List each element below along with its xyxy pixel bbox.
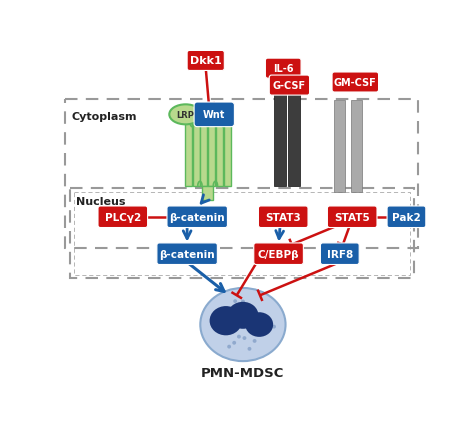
FancyBboxPatch shape <box>332 73 379 93</box>
Text: Cytoplasm: Cytoplasm <box>72 112 137 122</box>
Circle shape <box>251 316 255 320</box>
Text: STAT3: STAT3 <box>265 212 301 222</box>
Circle shape <box>222 320 226 324</box>
Ellipse shape <box>210 306 242 335</box>
Text: STAT5: STAT5 <box>334 212 370 222</box>
FancyBboxPatch shape <box>157 243 218 265</box>
Ellipse shape <box>228 302 258 329</box>
Circle shape <box>246 311 250 315</box>
FancyBboxPatch shape <box>187 51 224 71</box>
FancyBboxPatch shape <box>98 207 147 228</box>
Text: IRF8: IRF8 <box>327 249 353 259</box>
FancyBboxPatch shape <box>258 207 308 228</box>
Bar <box>288 87 300 187</box>
Text: G-CSF: G-CSF <box>273 81 306 91</box>
FancyBboxPatch shape <box>269 76 310 96</box>
FancyBboxPatch shape <box>320 243 359 265</box>
Text: β-catenin: β-catenin <box>169 212 225 222</box>
Text: C/EBPβ: C/EBPβ <box>258 249 300 259</box>
Circle shape <box>247 347 251 351</box>
Bar <box>202 187 213 201</box>
Text: Pak2: Pak2 <box>392 212 421 222</box>
Text: β-catenin: β-catenin <box>159 249 215 259</box>
Circle shape <box>243 336 246 340</box>
FancyBboxPatch shape <box>194 103 235 127</box>
Circle shape <box>223 326 228 329</box>
Ellipse shape <box>201 288 285 361</box>
Bar <box>351 101 362 193</box>
Bar <box>224 123 230 187</box>
Circle shape <box>238 315 242 319</box>
Text: PLCγ2: PLCγ2 <box>105 212 141 222</box>
FancyBboxPatch shape <box>254 243 303 265</box>
FancyBboxPatch shape <box>387 207 426 228</box>
Bar <box>216 123 223 187</box>
Bar <box>192 123 200 187</box>
Circle shape <box>253 339 256 343</box>
Bar <box>274 87 286 187</box>
Text: Wnt: Wnt <box>203 110 226 120</box>
Text: PMN-MDSC: PMN-MDSC <box>201 366 284 379</box>
Bar <box>201 123 207 187</box>
Circle shape <box>272 325 276 329</box>
Circle shape <box>232 341 236 345</box>
FancyBboxPatch shape <box>265 59 301 79</box>
Bar <box>208 123 215 187</box>
Circle shape <box>222 322 226 326</box>
Circle shape <box>233 322 237 326</box>
Text: GM-CSF: GM-CSF <box>334 78 377 88</box>
Ellipse shape <box>169 105 202 125</box>
Ellipse shape <box>245 312 273 337</box>
FancyBboxPatch shape <box>328 207 377 228</box>
Text: Dkk1: Dkk1 <box>190 56 222 66</box>
Bar <box>74 193 410 275</box>
Circle shape <box>233 299 237 303</box>
Bar <box>185 123 192 187</box>
Circle shape <box>241 300 245 304</box>
Bar <box>65 100 418 248</box>
Bar <box>70 189 414 279</box>
Text: IL-6: IL-6 <box>273 64 293 74</box>
Text: Nucleus: Nucleus <box>76 196 126 206</box>
FancyBboxPatch shape <box>167 207 228 228</box>
Circle shape <box>226 323 230 327</box>
Circle shape <box>258 313 262 317</box>
Circle shape <box>227 345 231 349</box>
Text: LRP: LRP <box>177 111 194 119</box>
Circle shape <box>237 335 241 339</box>
Circle shape <box>252 321 256 325</box>
Bar <box>334 101 345 193</box>
